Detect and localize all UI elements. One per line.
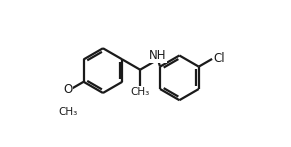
Text: NH: NH (149, 49, 167, 62)
Text: O: O (63, 83, 72, 96)
Text: CH₃: CH₃ (59, 107, 78, 117)
Text: CH₃: CH₃ (130, 87, 150, 97)
Text: Cl: Cl (214, 52, 225, 65)
